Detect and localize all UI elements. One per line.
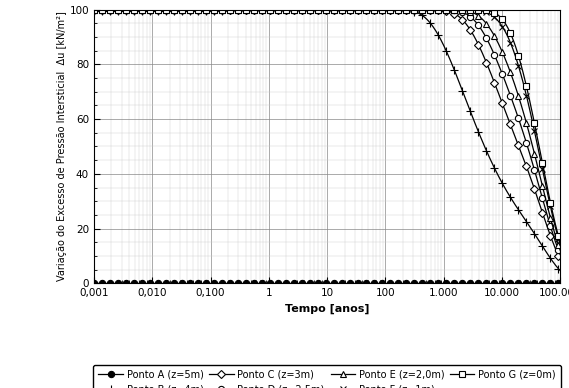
Ponto A (z=5m) (557, 281, 564, 286)
Line: Ponto F (z=1m): Ponto F (z=1m) (90, 6, 564, 249)
Ponto F (z=1m) (398, 7, 405, 12)
Line: Ponto A (z=5m): Ponto A (z=5m) (91, 280, 563, 286)
Ponto E (z=2,0m) (512, 83, 518, 88)
Ponto E (z=2,0m) (222, 8, 229, 12)
Ponto E (z=2,0m) (454, 7, 461, 12)
Ponto D (z=2,5m) (557, 253, 564, 258)
Ponto E (z=2,0m) (205, 8, 212, 12)
Ponto G (z=0m) (238, 7, 245, 12)
Ponto G (z=0m) (398, 7, 405, 12)
Ponto A (z=5m) (238, 281, 245, 286)
Line: Ponto B (z=4m): Ponto B (z=4m) (90, 5, 564, 275)
Ponto F (z=1m) (90, 8, 97, 12)
Ponto B (z=4m) (321, 7, 328, 12)
Ponto C (z=3m) (557, 258, 564, 262)
Ponto F (z=1m) (557, 243, 564, 248)
Ponto G (z=0m) (90, 8, 97, 12)
Ponto B (z=4m) (238, 8, 245, 12)
Ponto D (z=2,5m) (90, 8, 97, 13)
Ponto G (z=0m) (512, 43, 518, 47)
Ponto A (z=5m) (205, 281, 212, 286)
Ponto F (z=1m) (238, 7, 245, 12)
Ponto B (z=4m) (512, 202, 518, 207)
Ponto E (z=2,0m) (238, 7, 245, 12)
Ponto F (z=1m) (222, 8, 229, 12)
Ponto C (z=3m) (512, 134, 518, 139)
Ponto F (z=1m) (205, 8, 212, 12)
Ponto F (z=1m) (512, 53, 518, 57)
Ponto B (z=4m) (398, 7, 405, 12)
Y-axis label: Variação do Excesso de Pressão Intersticial  Δu [kN/m²]: Variação do Excesso de Pressão Interstic… (57, 12, 67, 281)
Ponto C (z=3m) (321, 7, 328, 12)
Ponto A (z=5m) (511, 281, 518, 286)
Ponto F (z=1m) (454, 7, 461, 12)
Ponto A (z=5m) (90, 281, 97, 286)
Ponto E (z=2,0m) (90, 8, 97, 12)
Ponto B (z=4m) (205, 9, 212, 13)
Ponto E (z=2,0m) (557, 249, 564, 253)
Ponto C (z=3m) (454, 13, 461, 18)
Ponto E (z=2,0m) (398, 7, 405, 12)
Ponto A (z=5m) (222, 281, 229, 286)
Ponto A (z=5m) (397, 281, 403, 286)
Ponto G (z=0m) (205, 8, 212, 12)
Line: Ponto G (z=0m): Ponto G (z=0m) (91, 7, 563, 247)
Ponto D (z=2,5m) (454, 9, 461, 13)
Ponto C (z=3m) (238, 8, 245, 12)
Ponto E (z=2,0m) (319, 7, 326, 12)
X-axis label: Tempo [anos]: Tempo [anos] (285, 304, 369, 314)
Ponto B (z=4m) (222, 8, 229, 13)
Ponto D (z=2,5m) (222, 8, 229, 12)
Ponto D (z=2,5m) (398, 7, 405, 12)
Ponto C (z=3m) (90, 8, 97, 13)
Legend: Ponto A (z=5m), Ponto B (z=4m), Ponto C (z=3m), Ponto D (z=2,5m), Ponto E (z=2,0: Ponto A (z=5m), Ponto B (z=4m), Ponto C … (93, 365, 561, 388)
Line: Ponto D (z=2,5m): Ponto D (z=2,5m) (91, 7, 563, 258)
Ponto B (z=4m) (557, 268, 564, 273)
Ponto D (z=2,5m) (320, 7, 327, 12)
Ponto F (z=1m) (319, 7, 325, 12)
Ponto D (z=2,5m) (205, 8, 212, 12)
Ponto B (z=4m) (90, 9, 97, 14)
Ponto D (z=2,5m) (238, 7, 245, 12)
Line: Ponto C (z=3m): Ponto C (z=3m) (91, 7, 563, 263)
Ponto C (z=3m) (398, 7, 405, 12)
Ponto G (z=0m) (454, 7, 461, 12)
Ponto B (z=4m) (454, 76, 461, 81)
Ponto G (z=0m) (222, 8, 229, 12)
Ponto G (z=0m) (557, 241, 564, 246)
Ponto C (z=3m) (205, 8, 212, 12)
Ponto G (z=0m) (321, 7, 328, 12)
Line: Ponto E (z=2,0m): Ponto E (z=2,0m) (91, 7, 563, 254)
Ponto D (z=2,5m) (512, 106, 518, 111)
Ponto C (z=3m) (222, 8, 229, 12)
Ponto A (z=5m) (453, 281, 460, 286)
